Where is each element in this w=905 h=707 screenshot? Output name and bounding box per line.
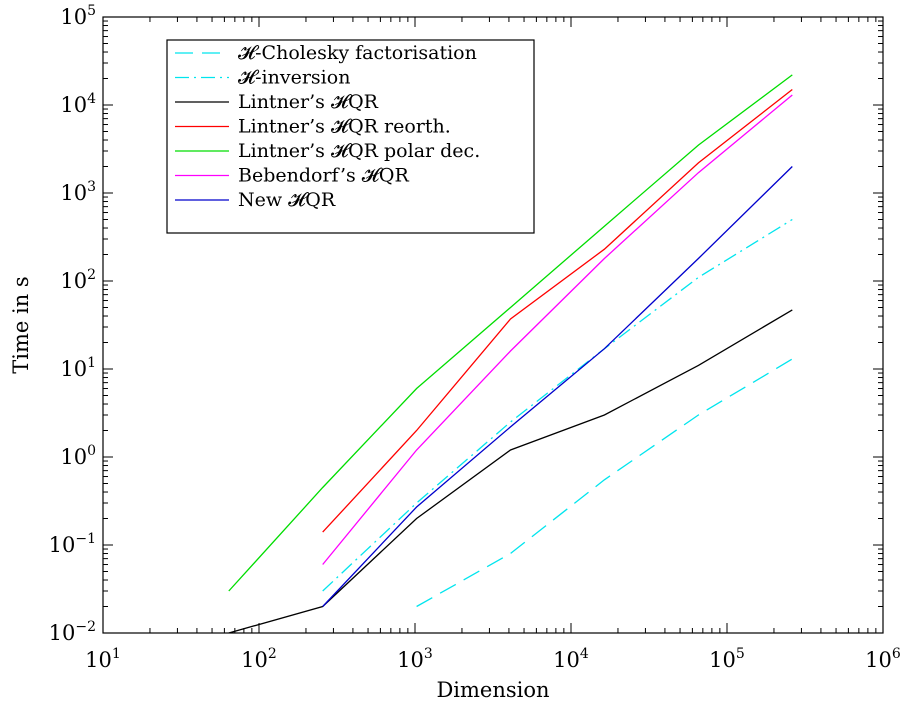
legend-label: 𝓗-inversion	[238, 67, 350, 89]
y-tick-label: 104	[60, 91, 96, 117]
y-tick-label: 101	[60, 355, 96, 381]
legend-entries: 𝓗-Cholesky factorisation𝓗-inversionLintn…	[175, 42, 480, 211]
axis-ticks	[102, 16, 884, 634]
legend-label: Lintner’s 𝓗QR polar dec.	[238, 140, 480, 162]
x-axis-label: Dimension	[436, 678, 549, 702]
series-line-2	[228, 309, 793, 633]
series-line-1	[322, 218, 793, 592]
x-tick-label: 101	[85, 646, 121, 672]
y-axis-label: Time in s	[9, 276, 33, 373]
legend-box	[166, 39, 535, 234]
legend-label: Lintner’s 𝓗QR reorth.	[238, 116, 451, 138]
legend-label: Lintner’s 𝓗QR	[238, 91, 379, 113]
series-line-4	[228, 74, 793, 592]
y-tick-label: 10−1	[49, 531, 96, 557]
legend-label: New 𝓗QR	[238, 189, 336, 211]
legend-label: Bebendorf’s 𝓗QR	[238, 165, 410, 187]
legend: 𝓗-Cholesky factorisation𝓗-inversionLintn…	[166, 39, 535, 234]
plot-frame	[102, 16, 884, 634]
y-tick-label: 103	[60, 179, 96, 205]
series-line-0	[416, 358, 793, 608]
y-tick-label: 102	[60, 267, 96, 293]
plot-area	[102, 16, 884, 634]
x-tick-label: 103	[397, 646, 433, 672]
series-line-6	[322, 166, 793, 607]
y-tick-label: 100	[60, 443, 96, 469]
x-tick-label: 104	[553, 646, 589, 672]
series-line-5	[322, 94, 793, 565]
x-tick-label: 102	[241, 646, 277, 672]
y-tick-label: 105	[60, 3, 96, 29]
tick-labels: 101 102 103 104 105 106 10−2 10−1 100 101 102 103 10…	[49, 3, 901, 672]
y-tick-label: 10−2	[49, 619, 96, 645]
series-line-3	[322, 88, 793, 533]
x-tick-label: 105	[709, 646, 745, 672]
series-layer	[228, 74, 793, 633]
legend-label: 𝓗-Cholesky factorisation	[238, 42, 477, 64]
x-tick-label: 106	[865, 646, 901, 672]
